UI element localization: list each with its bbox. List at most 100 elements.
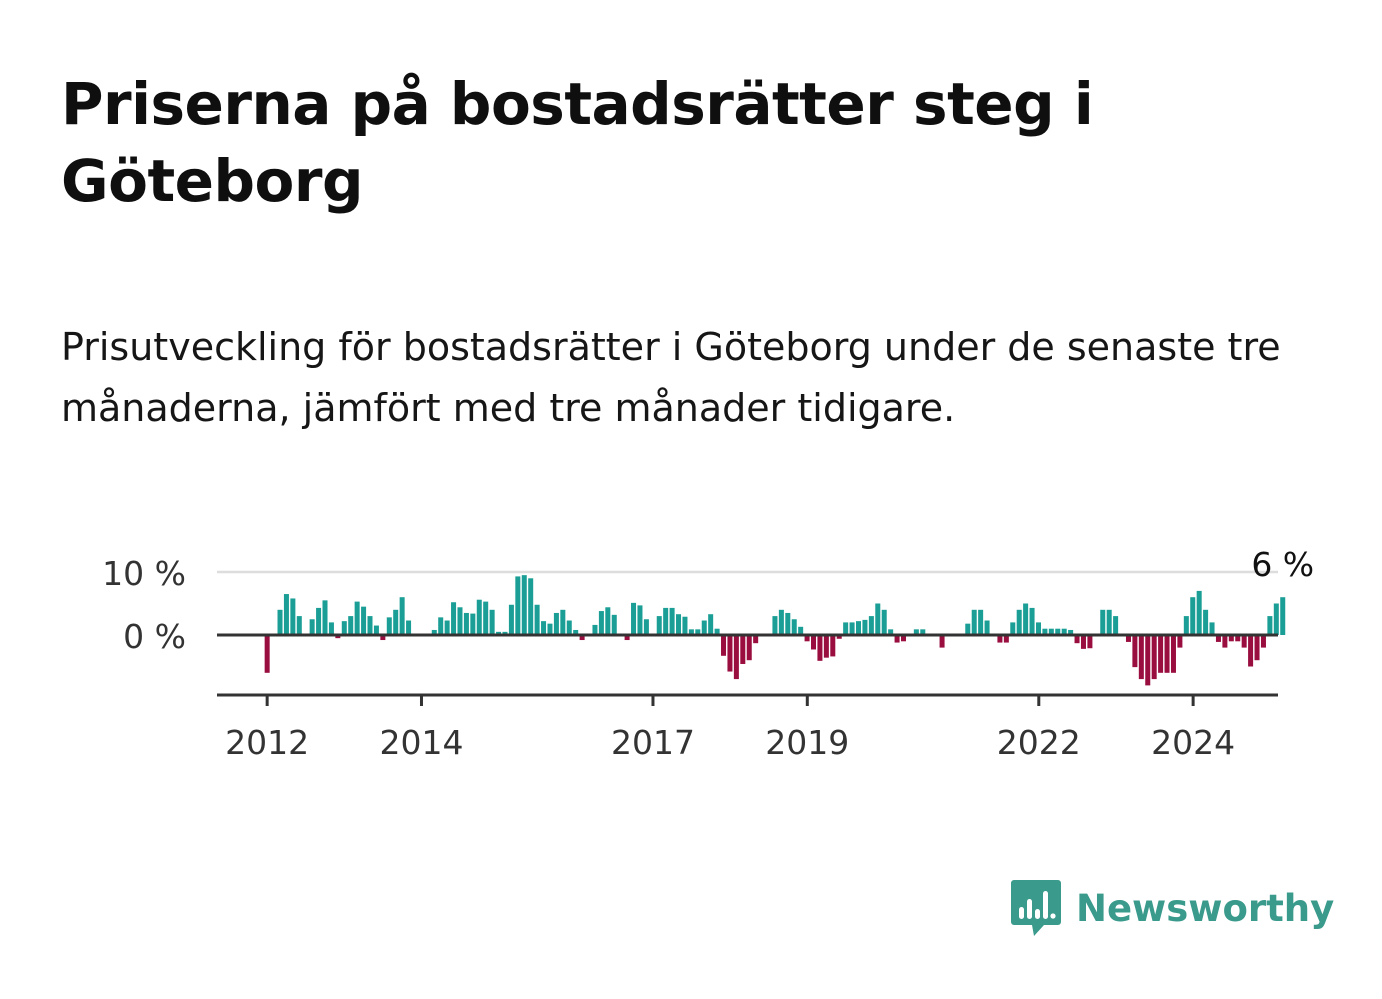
bar (811, 635, 817, 650)
bar (746, 635, 752, 661)
bar (1055, 628, 1061, 635)
x-tick-label: 2022 (997, 723, 1081, 762)
bar (663, 607, 669, 635)
bar (393, 609, 399, 635)
bar (1100, 609, 1106, 635)
bar (1068, 629, 1074, 635)
bar (868, 616, 874, 635)
newsworthy-logo-icon (1011, 880, 1061, 936)
bar (894, 635, 900, 643)
bar (823, 635, 829, 658)
bar (560, 609, 566, 635)
bar (361, 606, 367, 635)
bar (1228, 635, 1234, 642)
bar (489, 609, 495, 635)
bar (791, 619, 797, 635)
x-tick-label: 2014 (379, 723, 463, 762)
bar (399, 597, 405, 635)
bar (508, 604, 514, 635)
bar (676, 614, 682, 635)
bar (348, 616, 354, 635)
bar (264, 635, 270, 673)
bar (900, 635, 906, 642)
bar (1106, 609, 1112, 635)
bar (920, 629, 926, 635)
bar (695, 629, 701, 635)
bar (1170, 635, 1176, 673)
bar (386, 617, 392, 635)
bar (1203, 609, 1209, 635)
bar (373, 625, 379, 635)
bar (341, 621, 347, 635)
x-tick-label: 2017 (611, 723, 695, 762)
bar (1035, 622, 1041, 635)
bar (669, 607, 675, 635)
bar (1267, 616, 1273, 635)
bar (566, 620, 572, 635)
bar (888, 629, 894, 635)
bar (309, 619, 315, 635)
bar (778, 609, 784, 635)
bar (528, 578, 534, 635)
bar (547, 623, 553, 635)
bar (592, 624, 598, 635)
bar (881, 609, 887, 635)
bar (637, 605, 643, 635)
bar (431, 629, 437, 635)
last-value-label: 6 % (1251, 545, 1314, 584)
bar (913, 629, 919, 635)
bar (476, 599, 482, 635)
bar (971, 609, 977, 635)
bar (1074, 635, 1080, 644)
bar (457, 607, 463, 635)
bar (856, 621, 862, 635)
bar (939, 635, 945, 648)
bar (984, 620, 990, 635)
bar (406, 620, 412, 635)
bar (354, 601, 360, 635)
bar (843, 622, 849, 635)
bar (470, 613, 476, 635)
bar (862, 619, 868, 635)
bar (1087, 635, 1093, 649)
brand-name: Newsworthy (1076, 886, 1335, 930)
bar (1254, 635, 1260, 661)
y-tick-label: 0 % (123, 617, 186, 656)
bar (1145, 635, 1151, 686)
x-tick-label: 2019 (765, 723, 849, 762)
bar (463, 612, 469, 635)
bar (277, 609, 283, 635)
bar (1023, 603, 1029, 635)
bar (1177, 635, 1183, 648)
bar (1190, 597, 1196, 635)
bar (688, 629, 694, 635)
chart-subtitle: Prisutveckling för bostadsrätter i Göteb… (61, 325, 1281, 430)
bar (631, 602, 637, 635)
bar (296, 616, 302, 635)
x-tick-label: 2012 (225, 723, 309, 762)
bar (1209, 622, 1215, 635)
bar (849, 622, 855, 635)
bar (701, 620, 707, 635)
bar (643, 619, 649, 635)
bar (502, 631, 508, 635)
bar (721, 635, 727, 656)
bar (624, 635, 630, 641)
bar (541, 621, 547, 635)
bar (1080, 635, 1086, 649)
bar (1260, 635, 1266, 648)
bar (451, 602, 457, 635)
bar (727, 635, 733, 672)
bar (515, 576, 521, 635)
bar (733, 635, 739, 680)
bar (1222, 635, 1228, 648)
bar (978, 609, 984, 635)
bar (1158, 635, 1164, 673)
bar (283, 594, 289, 635)
bar (579, 635, 585, 641)
bar (875, 603, 881, 635)
bar (322, 600, 328, 635)
bar (1280, 597, 1286, 635)
newsworthy-logo[interactable]: Newsworthy (1010, 878, 1334, 938)
bar (1016, 609, 1022, 635)
